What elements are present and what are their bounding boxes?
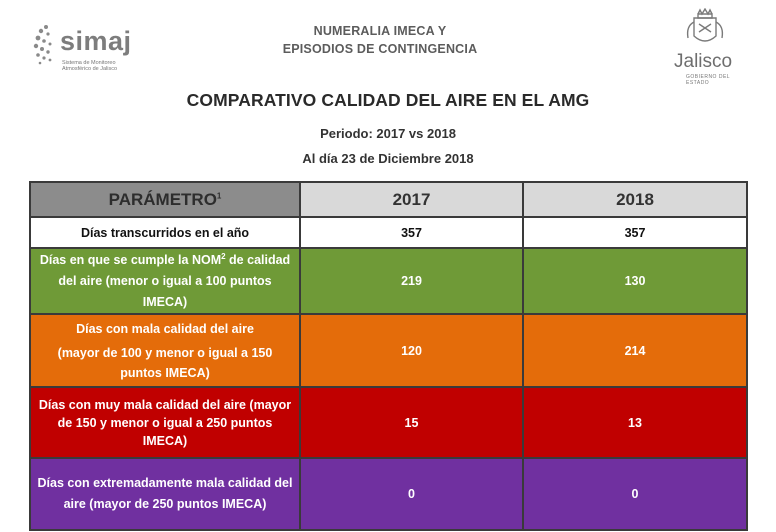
simaj-logo: simaj Sistema de Monitoreo Atmosférico d… — [30, 20, 150, 80]
value-2017: 0 — [299, 457, 524, 531]
row-label: Días con extremadamente mala calidad del… — [29, 457, 301, 531]
date-subtitle: Al día 23 de Diciembre 2018 — [302, 151, 474, 166]
row-label-part2: (mayor de 100 y menor o igual a 150 punt… — [57, 345, 273, 380]
table-row-days-elapsed: Días transcurridos en el año 357 357 — [29, 216, 748, 249]
value-2017: 219 — [299, 247, 524, 315]
page-title: COMPARATIVO CALIDAD DEL AIRE EN EL AMG — [186, 90, 590, 110]
row-label-footnote: 2 — [221, 251, 226, 261]
jalisco-logo: Jalisco GOBIERNO DEL ESTADO — [672, 8, 752, 86]
row-label-part2: de calidad del aire (menor o igual a 100… — [58, 252, 291, 309]
value-2017: 357 — [299, 216, 524, 249]
header-2018: 2018 — [522, 181, 748, 218]
table-row-extreme-quality: Días con extremadamente mala calidad del… — [29, 457, 748, 531]
row-label: Días transcurridos en el año — [29, 216, 301, 249]
jalisco-subtitle: GOBIERNO DEL ESTADO — [686, 74, 730, 86]
simaj-swirl-icon — [33, 25, 52, 65]
table-row-nom-compliance: Días en que se cumple la NOM2 de calidad… — [29, 247, 748, 315]
simaj-subtitle-line1: Sistema de Monitoreo — [62, 60, 116, 66]
row-label-part1: Días en que se cumple la NOM — [39, 252, 222, 267]
header-title-line2: EPISODIOS DE CONTINGENCIA — [282, 42, 478, 56]
row-label: Días en que se cumple la NOM2 de calidad… — [29, 247, 301, 315]
header-2017: 2017 — [299, 181, 524, 218]
table-row-bad-quality: Días con mala calidad del aire (mayor de … — [29, 313, 748, 388]
simaj-subtitle: Sistema de Monitoreo Atmosférico de Jali… — [62, 60, 132, 72]
value-2018: 130 — [522, 247, 748, 315]
row-label-part1: Días con mala calidad del aire — [76, 321, 254, 336]
value-2017: 15 — [299, 386, 524, 459]
header-parameter: PARÁMETRO1 — [29, 181, 301, 218]
header-parameter-footnote: 1 — [216, 190, 222, 200]
header-parameter-label: PARÁMETRO — [108, 189, 217, 209]
value-2018: 0 — [522, 457, 748, 531]
period-subtitle: Periodo: 2017 vs 2018 — [320, 126, 456, 141]
air-quality-table: PARÁMETRO1 2017 2018 Días transcurridos … — [29, 181, 748, 531]
row-label: Días con mala calidad del aire (mayor de … — [29, 313, 301, 388]
header-title: NUMERALIA IMECA Y EPISODIOS DE CONTINGEN… — [250, 22, 510, 58]
simaj-subtitle-line2: Atmosférico de Jalisco — [62, 66, 118, 72]
value-2018: 13 — [522, 386, 748, 459]
value-2018: 214 — [522, 313, 748, 388]
jalisco-crest-icon — [686, 8, 724, 42]
value-2017: 120 — [299, 313, 524, 388]
simaj-wordmark: simaj — [60, 26, 132, 56]
table-row-very-bad-quality: Días con muy mala calidad del aire (mayo… — [29, 386, 748, 459]
jalisco-wordmark: Jalisco — [674, 51, 733, 72]
value-2018: 357 — [522, 216, 748, 249]
row-label: Días con muy mala calidad del aire (mayo… — [29, 386, 301, 459]
table-header-row: PARÁMETRO1 2017 2018 — [29, 181, 748, 218]
header-title-line1: NUMERALIA IMECA Y — [313, 24, 447, 38]
